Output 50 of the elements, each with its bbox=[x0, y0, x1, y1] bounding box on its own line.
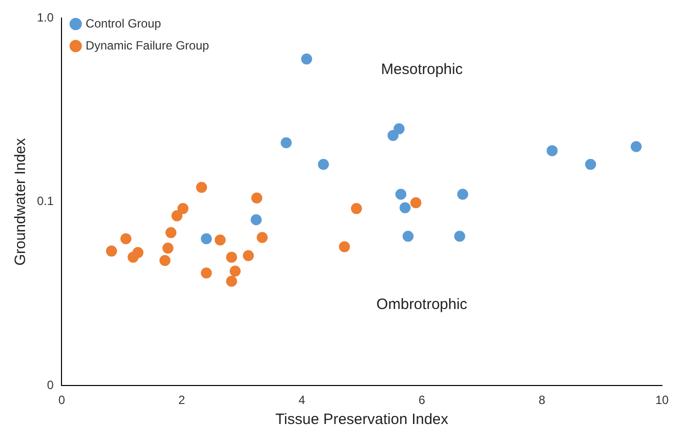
point bbox=[338, 241, 350, 252]
point bbox=[162, 242, 174, 254]
point bbox=[159, 254, 170, 266]
point bbox=[546, 145, 558, 156]
point bbox=[196, 182, 208, 193]
point bbox=[410, 197, 422, 208]
point bbox=[250, 214, 262, 226]
point bbox=[350, 203, 362, 214]
point bbox=[165, 227, 176, 238]
point bbox=[402, 230, 414, 242]
y-axis-title: Groundwater Index bbox=[12, 138, 30, 266]
point bbox=[120, 233, 132, 244]
legend-label: Dynamic Failure Group bbox=[86, 38, 210, 52]
x-tick-label: 6 bbox=[418, 393, 426, 408]
point bbox=[214, 234, 226, 246]
annotation: Ombrotrophic bbox=[376, 296, 468, 313]
y-tick-label: 0.1 bbox=[36, 194, 54, 208]
point bbox=[454, 230, 466, 242]
point bbox=[630, 141, 642, 152]
point bbox=[395, 188, 406, 200]
point bbox=[226, 276, 238, 287]
point bbox=[457, 188, 468, 200]
x-tick-label: 4 bbox=[298, 393, 306, 408]
x-tick-label: 2 bbox=[178, 393, 186, 408]
point bbox=[200, 233, 212, 244]
x-tick-label: 0 bbox=[58, 393, 66, 408]
point bbox=[242, 250, 254, 262]
point bbox=[251, 192, 262, 204]
legend-label: Control Group bbox=[86, 16, 162, 30]
point bbox=[388, 130, 399, 141]
y-tick-label: 0 bbox=[46, 378, 54, 392]
point bbox=[177, 203, 188, 214]
point bbox=[132, 247, 144, 258]
x-tick-label: 10 bbox=[655, 393, 669, 408]
point bbox=[200, 268, 212, 279]
point bbox=[171, 210, 182, 222]
point bbox=[226, 252, 238, 263]
x-tick-label: 8 bbox=[538, 393, 546, 408]
point bbox=[256, 232, 268, 244]
point bbox=[400, 202, 411, 214]
point bbox=[394, 123, 405, 134]
point bbox=[106, 246, 118, 257]
x-axis-title: Tissue Preservation Index bbox=[275, 411, 449, 428]
point bbox=[318, 158, 329, 170]
point bbox=[230, 266, 241, 277]
point bbox=[280, 137, 292, 148]
y-tick-label: 1.0 bbox=[36, 10, 54, 25]
point bbox=[301, 53, 312, 64]
annotation: Mesotrophic bbox=[381, 60, 464, 78]
point bbox=[585, 158, 596, 170]
